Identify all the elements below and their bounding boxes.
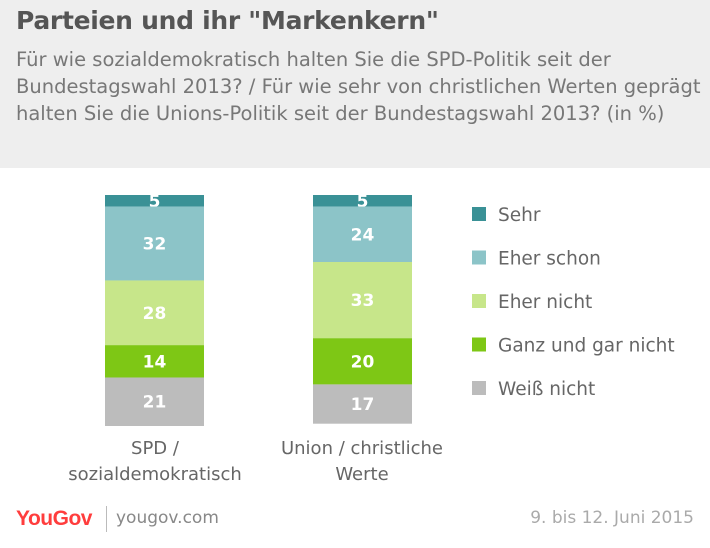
legend-label: Sehr xyxy=(498,205,541,226)
bar-segment-sehr-1 xyxy=(105,195,204,207)
bar-segment-eher-nicht-1 xyxy=(105,280,204,346)
bar-segment-eher-nicht-2 xyxy=(313,261,412,339)
footer-url: yougov.com xyxy=(116,508,219,528)
legend-swatch xyxy=(472,337,486,352)
chart-title: Parteien und ihr "Markenkern" xyxy=(16,6,439,35)
category-label-spd: SPD / sozialdemokratisch xyxy=(68,438,242,485)
value-label: 32 xyxy=(143,235,167,255)
legend-swatch xyxy=(472,207,486,221)
value-label: 14 xyxy=(143,352,167,372)
legend-label: Eher schon xyxy=(498,249,601,270)
legend-swatch xyxy=(472,381,486,395)
survey-date: 9. bis 12. Juni 2015 xyxy=(530,508,694,528)
legend-swatch xyxy=(472,250,486,265)
bar-segment-eher-schon-1 xyxy=(105,206,204,281)
legend-swatch xyxy=(472,294,486,308)
value-label: 17 xyxy=(351,395,375,415)
legend-label: Eher nicht xyxy=(498,292,592,313)
bar-segment-eher-schon-2 xyxy=(313,206,412,262)
value-label: 33 xyxy=(351,291,375,311)
chart-subtitle: Für wie sozialdemokratisch halten Sie di… xyxy=(16,48,701,125)
yougov-logo: YouGov xyxy=(16,507,92,530)
bar-segment-sehr-2 xyxy=(313,195,412,207)
header-panel: Parteien und ihr "Markenkern" Für wie so… xyxy=(0,0,710,168)
value-label: 20 xyxy=(351,352,375,372)
bar-segment-weiß-nicht-1 xyxy=(105,377,204,426)
footer-divider xyxy=(106,506,107,532)
bar-segment-ganz-und-gar-nicht-2 xyxy=(313,338,412,385)
legend-label: Ganz und gar nicht xyxy=(498,336,675,357)
bar-segment-ganz-und-gar-nicht-1 xyxy=(105,345,204,378)
bar-segment-weiß-nicht-2 xyxy=(313,384,412,424)
value-label: 24 xyxy=(351,225,375,245)
value-label: 5 xyxy=(357,192,369,212)
category-label-union: Union / christliche Werte xyxy=(280,438,444,485)
value-label: 5 xyxy=(149,192,161,212)
legend-label: Weiß nicht xyxy=(498,379,595,400)
stacked-bar-chart: 5 32 28 14 21 5 24 33 20 17 Sehr Eher schon Eher nic… xyxy=(105,192,675,426)
value-label: 28 xyxy=(143,304,167,324)
value-label: 21 xyxy=(143,393,167,413)
